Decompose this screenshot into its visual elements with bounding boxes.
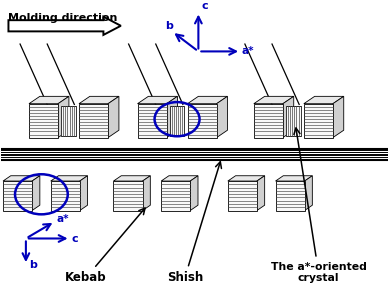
Polygon shape: [114, 181, 142, 210]
Polygon shape: [79, 96, 119, 104]
Polygon shape: [228, 181, 257, 210]
Bar: [286, 106, 301, 136]
Text: c: c: [72, 234, 78, 244]
Polygon shape: [257, 176, 265, 210]
Polygon shape: [333, 96, 344, 138]
Polygon shape: [275, 181, 305, 210]
Polygon shape: [3, 176, 40, 181]
Polygon shape: [254, 96, 294, 104]
Text: Kebab: Kebab: [65, 208, 145, 284]
Polygon shape: [138, 96, 177, 104]
Polygon shape: [166, 96, 177, 138]
Text: a*: a*: [242, 46, 254, 56]
Text: b: b: [165, 21, 173, 31]
Polygon shape: [228, 176, 265, 181]
Polygon shape: [80, 176, 88, 210]
FancyArrow shape: [9, 17, 121, 35]
Polygon shape: [254, 104, 283, 138]
Polygon shape: [275, 176, 312, 181]
Bar: [61, 106, 76, 136]
Bar: [170, 106, 184, 136]
Polygon shape: [187, 104, 217, 138]
Polygon shape: [114, 176, 150, 181]
Polygon shape: [79, 104, 108, 138]
Text: Shish: Shish: [166, 162, 221, 284]
Polygon shape: [161, 181, 190, 210]
Polygon shape: [51, 181, 80, 210]
Polygon shape: [217, 96, 228, 138]
Polygon shape: [58, 96, 69, 138]
Polygon shape: [108, 96, 119, 138]
Text: c: c: [202, 1, 208, 11]
Polygon shape: [187, 96, 228, 104]
Polygon shape: [304, 96, 344, 104]
Polygon shape: [3, 181, 32, 210]
Polygon shape: [161, 176, 198, 181]
Polygon shape: [142, 176, 150, 210]
Polygon shape: [283, 96, 294, 138]
Text: b: b: [29, 260, 37, 270]
Polygon shape: [138, 104, 166, 138]
Polygon shape: [51, 176, 88, 181]
Text: The a*-oriented
crystal: The a*-oriented crystal: [271, 128, 366, 283]
Text: Molding direction: Molding direction: [9, 13, 118, 23]
Polygon shape: [304, 104, 333, 138]
Polygon shape: [305, 176, 312, 210]
Polygon shape: [29, 104, 58, 138]
Polygon shape: [29, 96, 69, 104]
Polygon shape: [190, 176, 198, 210]
Polygon shape: [32, 176, 40, 210]
Text: a*: a*: [56, 214, 68, 224]
